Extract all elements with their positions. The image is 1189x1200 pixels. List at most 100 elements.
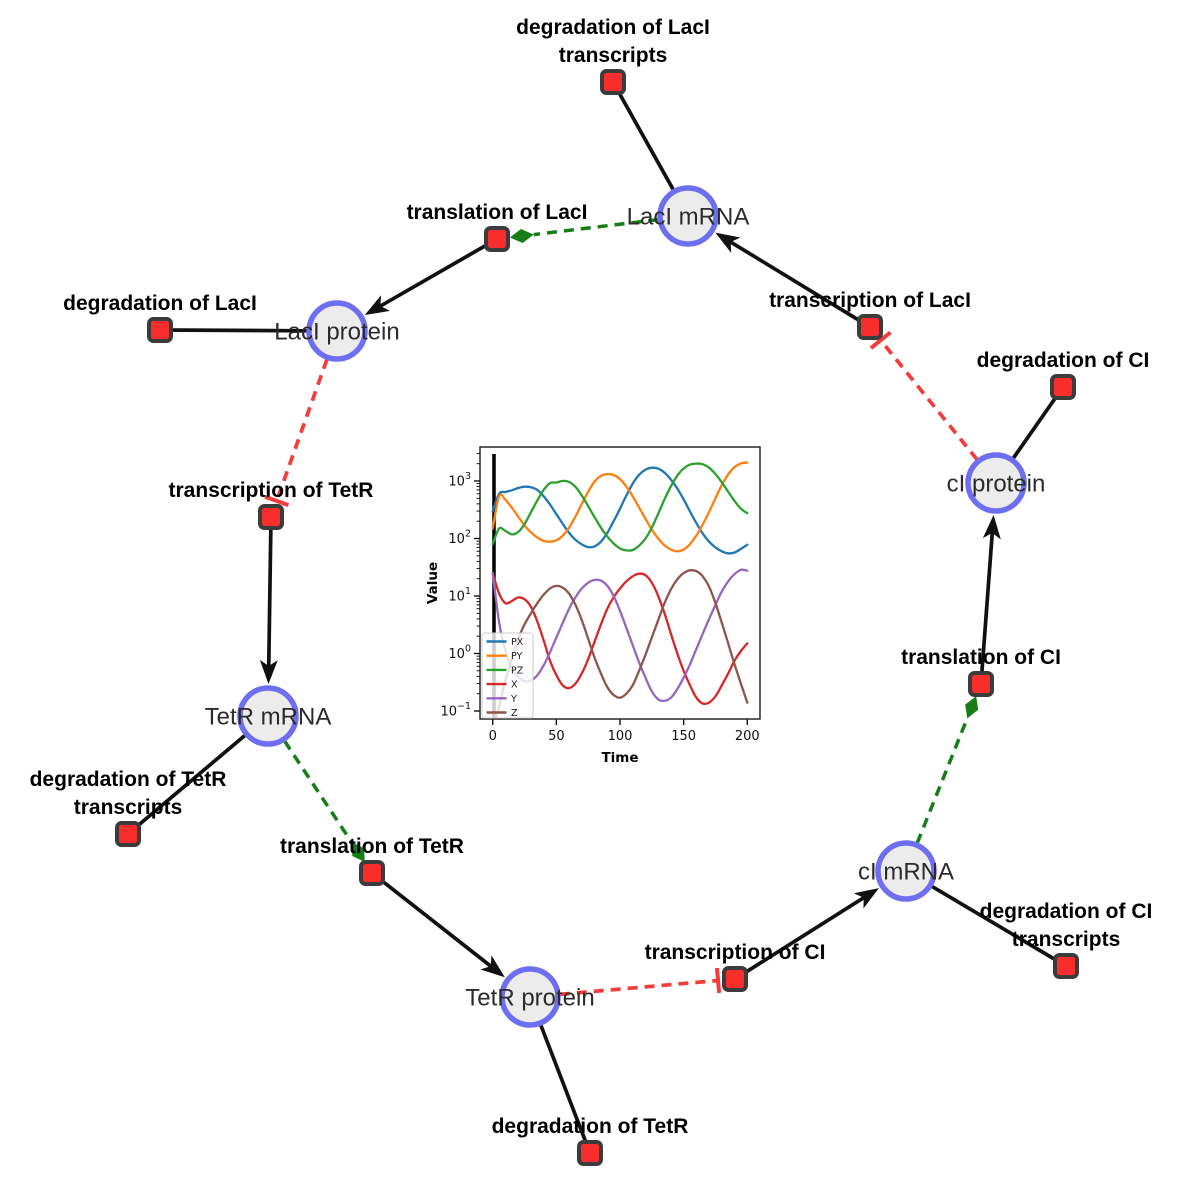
reaction-node-translation-of-laci	[484, 226, 510, 252]
arrowhead	[982, 514, 1001, 540]
chart-legend-item-PY: PY	[486, 651, 523, 662]
species-label-tetr-protein: TetR protein	[465, 985, 594, 1012]
chart-x-tick-label-200: 200	[735, 729, 760, 744]
species-node-tetr-protein	[499, 966, 561, 1028]
reaction-label-translation-of-tetr: translation of TetR	[280, 835, 464, 858]
inhibition-tee-head	[869, 330, 892, 350]
modifier-diamond-head	[965, 696, 979, 719]
edge-consumption-laci-protein-to-degradation-of-laci	[159, 328, 308, 333]
reaction-label-degradation-of-tetr: degradation of TetR	[492, 1115, 689, 1138]
edge-production-transcription-of-laci-to-laci-mrna	[715, 232, 871, 329]
reaction-label-transcription-of-laci: transcription of LacI	[769, 289, 971, 312]
reaction-node-degradation-of-laci	[147, 317, 173, 343]
edge-inhibition-ci-protein-to-transcription-of-laci	[869, 330, 979, 461]
species-label-laci-protein: LacI protein	[274, 319, 399, 346]
species-label-laci-mrna: LacI mRNA	[627, 204, 750, 231]
arrowhead	[853, 888, 879, 909]
reaction-label-degradation-of-tetr-transcripts: degradation of TetR transcripts	[30, 768, 227, 819]
reaction-node-transcription-of-laci	[857, 314, 883, 340]
chart-y-tick-label-10e1: 101	[448, 586, 471, 605]
chart-x-tick-label-50: 50	[548, 729, 565, 744]
edge-production-translation-of-laci-to-laci-protein	[364, 237, 498, 316]
reaction-node-transcription-of-ci	[722, 966, 748, 992]
edge-inhibition-tetr-protein-to-transcription-of-ci	[559, 967, 722, 997]
chart-series-PX	[491, 466, 749, 555]
inhibition-tee-head	[264, 494, 290, 508]
edges-layer	[126, 81, 1067, 1154]
reaction-node-transcription-of-tetr	[258, 504, 284, 530]
reaction-node-degradation-of-laci-transcripts	[600, 69, 626, 95]
species-label-ci-mrna: cI mRNA	[858, 859, 954, 886]
modifier-diamond-head	[351, 842, 365, 863]
edge-production-translation-of-ci-to-ci-protein	[979, 514, 1001, 685]
species-node-ci-mrna	[875, 840, 937, 902]
inhibition-tee-head	[714, 967, 722, 994]
reaction-label-translation-of-ci: translation of CI	[901, 646, 1061, 669]
modifier-diamond-head	[509, 229, 534, 243]
edge-modifier-ci-mrna-to-translation-of-ci	[915, 696, 979, 844]
arrowhead	[364, 295, 391, 316]
edge-production-transcription-of-ci-to-ci-mrna	[734, 888, 879, 981]
chart-legend-label-PX: PX	[511, 637, 524, 648]
reaction-label-transcription-of-tetr: transcription of TetR	[169, 479, 374, 502]
chart-legend-label-Y: Y	[510, 694, 517, 705]
chart-legend-label-PZ: PZ	[511, 665, 524, 676]
species-label-tetr-mrna: TetR mRNA	[205, 704, 332, 731]
edge-consumption-tetr-mrna-to-degradation-of-tetr-transcripts	[126, 733, 247, 836]
reaction-node-degradation-of-ci	[1050, 374, 1076, 400]
simulation-chart: 0 50 100 150 20010310210110010−1TimeValuePXP…	[425, 446, 761, 766]
chart-legend-item-Z: Z	[486, 708, 518, 719]
chart-xlabel: Time	[601, 750, 638, 766]
chart-legend-item-Y: Y	[486, 694, 517, 705]
reaction-label-degradation-of-laci: degradation of LacI	[63, 292, 257, 315]
reaction-label-degradation-of-laci-transcripts: degradation of LacI transcripts	[516, 16, 710, 67]
species-node-laci-protein	[306, 300, 368, 362]
species-node-laci-mrna	[657, 185, 719, 247]
reaction-label-degradation-of-ci: degradation of CI	[977, 349, 1150, 372]
arrowhead	[480, 955, 505, 978]
reaction-node-degradation-of-tetr	[577, 1140, 603, 1166]
chart-legend: PX PY PZ XYZ	[481, 632, 534, 719]
edge-consumption-tetr-protein-to-degradation-of-tetr	[539, 1024, 592, 1154]
edge-inhibition-laci-protein-to-transcription-of-tetr	[264, 358, 329, 508]
reaction-node-translation-of-tetr	[359, 860, 385, 886]
nodes-layer	[115, 69, 1079, 1166]
chart-x-tick-label-100: 100	[608, 729, 633, 744]
chart-legend-box	[481, 632, 534, 719]
chart-series-PY	[491, 461, 749, 553]
chart-ylabel: Value	[425, 562, 441, 604]
chart-legend-label-X: X	[511, 680, 518, 691]
chart-y-tick-label-10e0: 100	[448, 644, 471, 663]
chart-y-tick-label-10e−1: 10−1	[440, 701, 471, 720]
edge-modifier-tetr-mrna-to-translation-of-tetr	[283, 740, 365, 863]
chart-series-X	[491, 571, 749, 706]
species-node-ci-protein	[965, 452, 1027, 514]
reaction-node-translation-of-ci	[968, 671, 994, 697]
labels-layer: degradation of LacI transcripts translatio…	[30, 16, 1153, 1138]
chart-y-tick-label-10e2: 102	[448, 529, 471, 548]
edge-production-translation-of-tetr-to-tetr-protein	[370, 871, 505, 978]
edge-consumption-laci-mrna-to-degradation-of-laci-transcripts	[611, 81, 675, 191]
chart-legend-item-X: X	[486, 680, 518, 691]
chart-legend-label-Z: Z	[511, 708, 518, 719]
chart-series-Z	[494, 569, 749, 719]
species-node-tetr-mrna	[237, 685, 299, 747]
chart-legend-item-PZ: PZ	[486, 665, 524, 676]
chart-legend-item-PX: PX	[486, 637, 524, 648]
edge-production-transcription-of-tetr-to-tetr-mrna	[259, 516, 278, 685]
reaction-node-degradation-of-tetr-transcripts	[115, 821, 141, 847]
chart-series-PZ	[491, 462, 749, 552]
arrowhead	[715, 232, 741, 253]
reaction-node-degradation-of-ci-transcripts	[1053, 953, 1079, 979]
chart-x-tick-label-0: 0	[489, 729, 497, 744]
chart-series-Y	[491, 568, 749, 703]
chart-ticks: 0 50 100 150 200 103 102 101 100 10−1	[440, 453, 760, 744]
arrowhead	[259, 659, 278, 685]
reaction-label-translation-of-laci: translation of LacI	[407, 201, 588, 224]
reaction-label-degradation-of-ci-transcripts: degradation of CI transcripts	[980, 900, 1153, 951]
reaction-label-transcription-of-ci: transcription of CI	[645, 941, 826, 964]
edge-modifier-laci-mrna-to-translation-of-laci	[509, 217, 659, 243]
chart-frame	[479, 446, 761, 720]
